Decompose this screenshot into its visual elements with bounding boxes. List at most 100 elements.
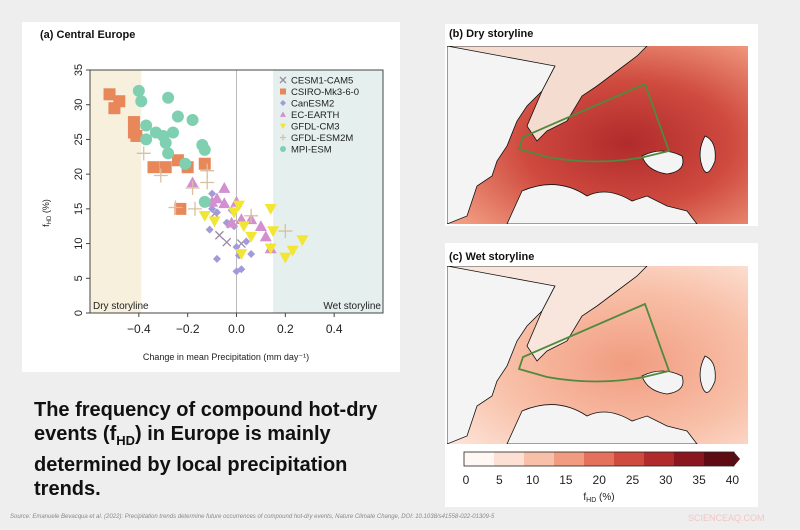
point-csiro-mk3-6-0 xyxy=(159,161,172,174)
y-tick-label: 15 xyxy=(73,203,85,215)
panel-central-europe: (a) Central Europe Dry storyline Wet stor… xyxy=(22,22,400,372)
point-gfdl-cm3 xyxy=(198,211,211,222)
legend-label: MPI-ESM xyxy=(291,145,332,156)
colorbar-segment xyxy=(524,452,555,466)
point-ec-earth xyxy=(235,213,248,225)
point-mpi-esm xyxy=(140,119,153,132)
scatter-plot: Dry storyline Wet storyline 0 5 10 15 20 25 30 3… xyxy=(41,64,384,362)
point-gfdl-cm3 xyxy=(264,204,277,215)
colorbar-tick-label: 10 xyxy=(526,473,540,487)
point-mpi-esm xyxy=(159,136,172,149)
colorbar-segment xyxy=(584,452,615,466)
point-canesm2 xyxy=(208,204,217,213)
colorbar-frame xyxy=(463,451,735,467)
legend-label: GFDL-ESM2M xyxy=(291,133,353,144)
headline-line: events (fHD) in Europe is mainly xyxy=(34,423,331,448)
point-gfdl-cm3 xyxy=(286,245,299,257)
colorbar-segment xyxy=(674,452,705,466)
caspian-sea xyxy=(699,355,716,393)
legend-label: CESM1-CAM5 xyxy=(291,76,353,87)
point-gfdl-cm3 xyxy=(235,249,248,260)
y-tick-label: 25 xyxy=(73,133,85,145)
point-mpi-esm xyxy=(179,157,192,170)
colorbar-segment xyxy=(644,452,675,466)
x-axis-label: Change in mean Precipitation (mm day⁻¹) xyxy=(143,352,309,362)
colorbar-tick-label: 15 xyxy=(559,473,573,487)
point-mpi-esm xyxy=(198,195,211,208)
point-gfdl-cm3 xyxy=(267,226,280,238)
point-ec-earth xyxy=(218,182,231,193)
panel-a-title: (a) Central Europe xyxy=(40,29,136,41)
x-tick-label: −0.4 xyxy=(127,322,151,336)
colorbar-segment xyxy=(494,452,525,466)
point-mpi-esm xyxy=(171,110,184,123)
point-gfdl-cm3 xyxy=(279,252,292,264)
point-cesm1-cam5 xyxy=(222,237,232,247)
point-mpi-esm xyxy=(162,147,175,160)
colorbar-tick-label: 0 xyxy=(463,473,470,487)
mediterranean-sea xyxy=(506,404,698,444)
point-csiro-mk3-6-0 xyxy=(113,95,126,108)
point-gfdl-esm2m xyxy=(200,175,215,190)
region-label: Wet storyline xyxy=(323,301,381,312)
point-gfdl-esm2m xyxy=(153,168,168,183)
colorbar-tick-label: 30 xyxy=(659,473,673,487)
point-canesm2 xyxy=(212,208,221,217)
central-europe-region-outline xyxy=(517,302,671,383)
region-label: Dry storyline xyxy=(93,301,149,312)
colorbar-label: fHD (%) xyxy=(583,492,614,504)
point-mpi-esm xyxy=(132,84,145,97)
point-ec-earth xyxy=(218,197,231,209)
point-gfdl-cm3 xyxy=(237,221,250,233)
legend-marker xyxy=(280,111,286,117)
point-mpi-esm xyxy=(186,113,199,126)
y-tick-label: 20 xyxy=(73,168,85,180)
source-citation: Source: Emanuele Bevacqua et al. (2022):… xyxy=(10,514,495,520)
mediterranean-sea xyxy=(506,184,698,224)
caspian-sea xyxy=(699,135,716,173)
colorbar-tick-label: 40 xyxy=(726,473,740,487)
point-gfdl-cm3 xyxy=(208,216,221,228)
scandinavia xyxy=(447,46,648,142)
colorbar-tick-label: 20 xyxy=(593,473,607,487)
y-tick-label: 5 xyxy=(73,275,85,281)
point-cesm1-cam5 xyxy=(214,230,224,240)
point-canesm2 xyxy=(242,237,251,246)
region-wet xyxy=(273,70,383,313)
point-gfdl-esm2m xyxy=(136,146,151,161)
point-ec-earth xyxy=(225,216,238,228)
point-csiro-mk3-6-0 xyxy=(198,157,211,170)
headline-line: trends. xyxy=(34,478,101,500)
point-mpi-esm xyxy=(198,143,211,156)
point-gfdl-cm3 xyxy=(228,207,241,219)
point-gfdl-cm3 xyxy=(232,200,245,212)
point-gfdl-esm2m xyxy=(200,163,215,178)
point-gfdl-esm2m xyxy=(278,224,293,239)
legend-label: EC-EARTH xyxy=(291,110,340,121)
point-mpi-esm xyxy=(135,95,148,108)
point-canesm2 xyxy=(247,249,256,258)
point-ec-earth xyxy=(254,220,267,232)
y-tick-label: 10 xyxy=(73,237,85,249)
colorbar-tick-label: 35 xyxy=(692,473,706,487)
legend-label: GFDL-CM3 xyxy=(291,122,340,133)
y-tick-label: 35 xyxy=(73,64,85,76)
point-ec-earth xyxy=(259,230,272,242)
legend-marker xyxy=(280,134,286,141)
x-tick-label: 0.0 xyxy=(228,322,245,336)
colorbar-segment xyxy=(554,452,585,466)
panel-dry-storyline: (b) Dry storyline xyxy=(445,24,758,226)
point-canesm2 xyxy=(232,243,241,252)
colorbar-segment xyxy=(464,452,495,466)
point-canesm2 xyxy=(208,189,217,198)
watermark: SCIENCEAQ.COM xyxy=(688,513,765,523)
colorbar-extend-arrow xyxy=(734,452,740,466)
legend-label: CanESM2 xyxy=(291,99,334,110)
point-gfdl-cm3 xyxy=(296,235,309,247)
point-gfdl-cm3 xyxy=(264,243,277,255)
central-europe-region-outline xyxy=(517,82,671,163)
headline-line: determined by local precipitation xyxy=(34,454,348,476)
x-tick-label: −0.2 xyxy=(176,322,200,336)
colorbar-segment xyxy=(704,452,735,466)
panel-c-title: (c) Wet storyline xyxy=(449,251,535,263)
